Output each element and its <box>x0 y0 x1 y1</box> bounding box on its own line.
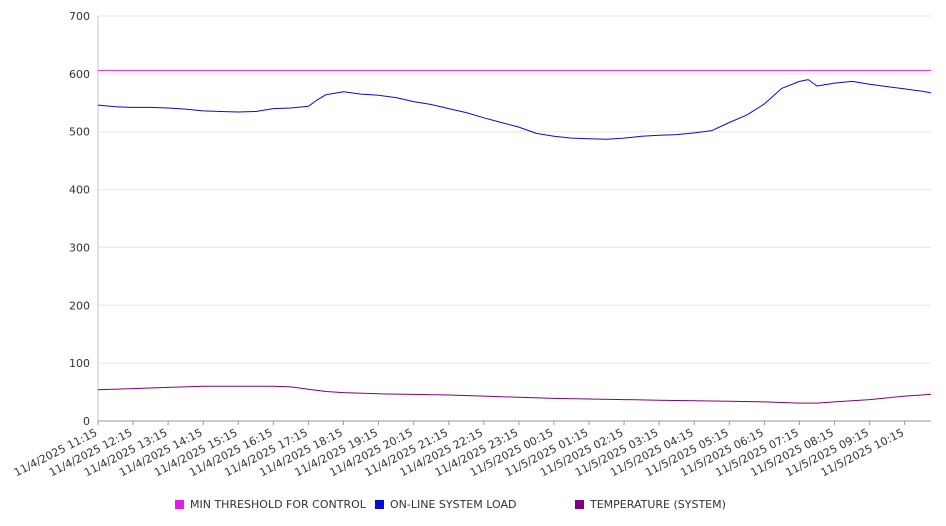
legend-label-temperature: TEMPERATURE (SYSTEM) <box>590 498 726 511</box>
series-line-2[interactable] <box>97 385 932 404</box>
axes <box>97 16 931 425</box>
series-lines <box>97 69 932 404</box>
legend-swatch-system-load <box>375 500 384 509</box>
y-tick-label: 100 <box>69 357 90 370</box>
legend-swatch-temperature <box>575 500 584 509</box>
legend-label-min-threshold: MIN THRESHOLD FOR CONTROL <box>190 498 366 511</box>
legend: MIN THRESHOLD FOR CONTROL ON-LINE SYSTEM… <box>0 498 946 514</box>
legend-item-temperature[interactable]: TEMPERATURE (SYSTEM) <box>575 498 726 511</box>
y-tick-label: 300 <box>69 241 90 254</box>
legend-item-min-threshold[interactable]: MIN THRESHOLD FOR CONTROL <box>175 498 366 511</box>
series-line-1[interactable] <box>97 79 932 140</box>
y-tick-label: 600 <box>69 68 90 81</box>
y-axis-tick-labels: 0 100 200 300 400 500 600 700 <box>69 10 90 428</box>
y-tick-label: 200 <box>69 299 90 312</box>
y-tick-label: 0 <box>83 415 90 428</box>
y-tick-label: 500 <box>69 126 90 139</box>
legend-label-system-load: ON-LINE SYSTEM LOAD <box>390 498 517 511</box>
y-tick-label: 400 <box>69 184 90 197</box>
legend-item-system-load[interactable]: ON-LINE SYSTEM LOAD <box>375 498 516 511</box>
legend-swatch-min-threshold <box>175 500 184 509</box>
y-tick-label: 700 <box>69 10 90 23</box>
grid-lines <box>98 15 931 364</box>
